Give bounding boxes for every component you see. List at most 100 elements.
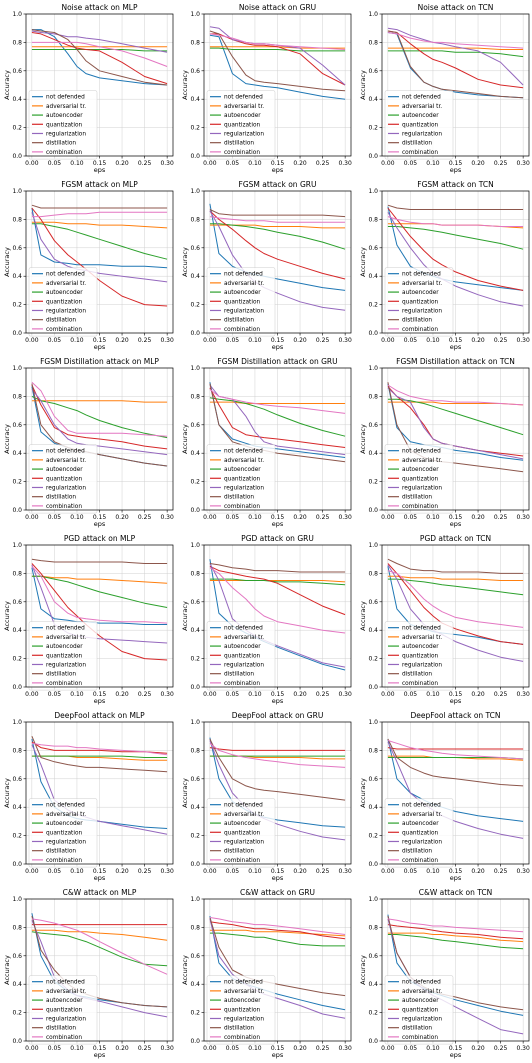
subplot-8: FGSM Distillation attack on GRU 0.00 0.05 0… bbox=[181, 357, 352, 528]
x-axis-label: eps bbox=[272, 166, 284, 174]
legend-label: combination bbox=[46, 327, 82, 333]
x-tick-label: 0.10 bbox=[426, 691, 440, 698]
legend-label: regularization bbox=[46, 131, 86, 137]
legend-label: regularization bbox=[402, 1016, 442, 1022]
legend-label: autoencoder bbox=[224, 644, 261, 650]
series-line-5 bbox=[387, 387, 524, 460]
x-tick-label: 0.25 bbox=[494, 337, 508, 344]
legend-label: not defended bbox=[224, 803, 263, 809]
y-axis-label: Accuracy bbox=[181, 247, 189, 277]
series-line-6 bbox=[209, 30, 346, 92]
x-tick-label: 0.00 bbox=[381, 160, 395, 167]
legend-label: autoencoder bbox=[402, 998, 439, 1004]
series-line-6 bbox=[31, 736, 168, 773]
legend-label: combination bbox=[224, 858, 260, 864]
plot-frame bbox=[25, 721, 174, 865]
x-tick-label: 0.25 bbox=[316, 691, 330, 698]
x-tick-label: 0.10 bbox=[426, 160, 440, 167]
x-tick-label: 0.25 bbox=[138, 337, 152, 344]
series-line-7 bbox=[209, 388, 346, 414]
subplot-title: FGSM Distillation attack on MLP bbox=[40, 357, 159, 366]
series-line-3 bbox=[31, 931, 168, 967]
x-tick-label: 0.15 bbox=[449, 868, 463, 875]
x-tick-label: 0.30 bbox=[516, 868, 530, 875]
y-tick-label: 0.6 bbox=[12, 245, 22, 252]
y-tick-label: 0.6 bbox=[190, 776, 200, 783]
legend-box bbox=[384, 267, 454, 337]
x-tick-label: 0.30 bbox=[160, 514, 174, 521]
y-tick-label: 0.8 bbox=[12, 39, 22, 46]
legend-label: adversarial tr. bbox=[402, 635, 442, 641]
y-tick-label: 0.8 bbox=[12, 924, 22, 931]
series-line-2 bbox=[387, 932, 524, 943]
series-line-2 bbox=[209, 46, 346, 49]
legend-label: adversarial tr. bbox=[402, 458, 442, 464]
legend-label: adversarial tr. bbox=[224, 281, 264, 287]
subplot-title: PGD attack on GRU bbox=[241, 534, 314, 543]
plot-frame bbox=[381, 13, 530, 157]
y-tick-label: 0.8 bbox=[12, 216, 22, 223]
legend-label: not defended bbox=[402, 272, 441, 278]
y-tick-label: 0.0 bbox=[12, 684, 22, 691]
series-line-7 bbox=[31, 211, 168, 218]
plot-frame bbox=[25, 367, 174, 511]
series-line-3 bbox=[31, 223, 168, 260]
x-tick-label: 0.10 bbox=[426, 337, 440, 344]
legend: not defended adversarial tr. autoencoder qu… bbox=[384, 975, 454, 1045]
series-line-2 bbox=[209, 401, 346, 404]
x-tick-label: 0.25 bbox=[316, 160, 330, 167]
y-tick-label: 0.0 bbox=[368, 507, 378, 514]
legend: not defended adversarial tr. autoencoder qu… bbox=[28, 90, 98, 160]
legend-label: quantization bbox=[402, 476, 438, 482]
legend-label: autoencoder bbox=[224, 290, 261, 296]
x-tick-label: 0.20 bbox=[115, 1045, 129, 1052]
x-tick-label: 0.20 bbox=[293, 1045, 307, 1052]
subplot-title: FGSM attack on MLP bbox=[61, 180, 138, 189]
plot-frame bbox=[203, 367, 352, 511]
y-tick-label: 1.0 bbox=[368, 542, 378, 549]
series-line-2 bbox=[31, 929, 168, 941]
y-tick-label: 0.8 bbox=[190, 570, 200, 577]
y-tick-label: 1.0 bbox=[368, 719, 378, 726]
x-tick-label: 0.30 bbox=[516, 1045, 530, 1052]
x-tick-label: 0.15 bbox=[93, 160, 107, 167]
x-axis-label: eps bbox=[450, 697, 462, 705]
series-line-3 bbox=[387, 50, 524, 58]
x-tick-label: 0.30 bbox=[160, 160, 174, 167]
y-tick-label: 0.6 bbox=[368, 68, 378, 75]
x-tick-label: 0.05 bbox=[48, 337, 62, 344]
x-tick-label: 0.30 bbox=[338, 160, 352, 167]
legend-label: distillation bbox=[46, 1026, 76, 1032]
legend-label: adversarial tr. bbox=[46, 635, 86, 641]
x-tick-label: 0.20 bbox=[471, 691, 485, 698]
legend-label: autoencoder bbox=[224, 467, 261, 473]
x-tick-label: 0.05 bbox=[48, 160, 62, 167]
legend-label: regularization bbox=[402, 839, 442, 845]
subplot-16: C&W attack on MLP 0.00 0.05 0.10 0.15 0.20 0.2… bbox=[3, 888, 174, 1059]
y-tick-label: 0.4 bbox=[190, 627, 200, 634]
legend-label: combination bbox=[402, 858, 438, 864]
y-tick-label: 0.8 bbox=[12, 570, 22, 577]
x-tick-label: 0.15 bbox=[93, 337, 107, 344]
legend-box bbox=[28, 444, 98, 514]
x-tick-label: 0.05 bbox=[226, 337, 240, 344]
series-line-4 bbox=[387, 207, 524, 291]
legend-label: distillation bbox=[402, 672, 432, 678]
series-line-7 bbox=[209, 33, 346, 50]
x-tick-label: 0.05 bbox=[48, 868, 62, 875]
legend-label: autoencoder bbox=[46, 467, 83, 473]
y-tick-label: 0.2 bbox=[190, 125, 200, 132]
x-tick-label: 0.15 bbox=[271, 691, 285, 698]
x-tick-label: 0.30 bbox=[338, 514, 352, 521]
legend-label: combination bbox=[402, 327, 438, 333]
y-tick-label: 0.0 bbox=[190, 153, 200, 160]
series-line-4 bbox=[209, 210, 346, 280]
subplot-13: DeepFool attack on MLP 0.00 0.05 0.10 0.15 0.… bbox=[3, 711, 174, 882]
legend-label: adversarial tr. bbox=[46, 458, 86, 464]
x-tick-label: 0.00 bbox=[25, 691, 39, 698]
x-tick-label: 0.05 bbox=[226, 868, 240, 875]
legend-label: adversarial tr. bbox=[224, 458, 264, 464]
legend-label: quantization bbox=[224, 653, 260, 659]
legend-label: distillation bbox=[46, 849, 76, 855]
y-tick-label: 0.4 bbox=[12, 273, 22, 280]
